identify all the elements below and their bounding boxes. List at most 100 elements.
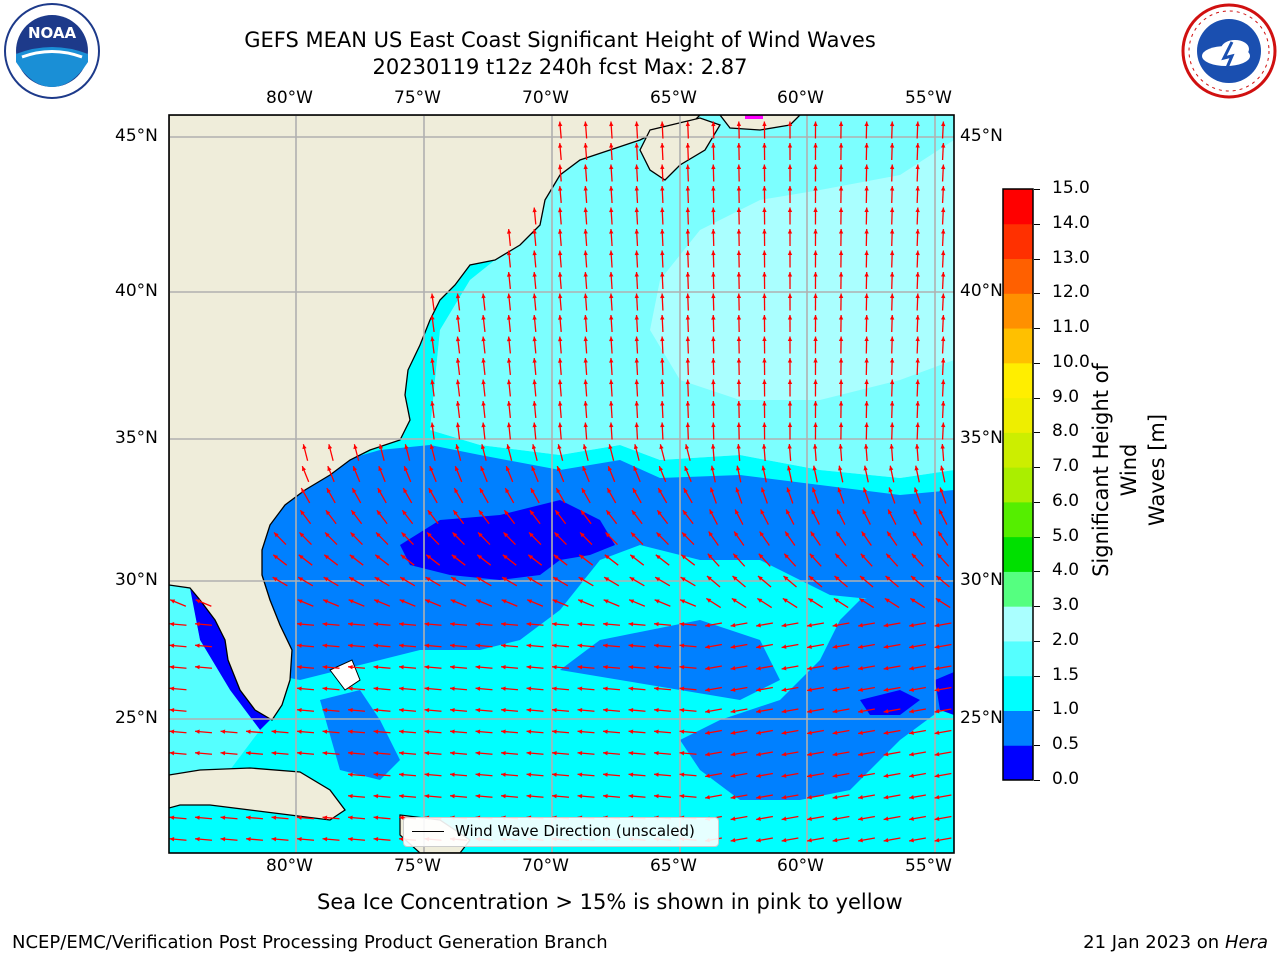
colorbar-block	[1003, 223, 1033, 260]
wind-arrow-head	[631, 510, 637, 516]
wind-arrow-head	[424, 750, 430, 756]
wind-arrow-head	[480, 444, 486, 450]
colorbar-tick-label: 0.0	[1052, 769, 1080, 789]
wind-arrow-head	[864, 293, 869, 299]
wind-arrow-head	[730, 773, 736, 778]
wind-arrow-head	[889, 444, 894, 449]
wind-arrow-head	[532, 422, 537, 428]
wind-arrow-head	[322, 686, 328, 691]
wind-arrow-head	[479, 488, 484, 494]
wind-arrow-head	[271, 750, 277, 756]
wind-arrow-head	[481, 315, 486, 320]
wind-arrow-head	[736, 272, 742, 277]
wind-arrow-head	[883, 730, 889, 735]
footer-date: 21 Jan 2023 on Hera	[1083, 932, 1268, 953]
colorbar-tick-mark	[1034, 397, 1040, 399]
wind-arrow-head	[657, 510, 662, 516]
wind-arrow-head	[762, 315, 767, 320]
wind-arrow-head	[781, 709, 787, 714]
wind-arrow-head	[787, 186, 793, 191]
wind-arrow-head	[325, 532, 330, 538]
wind-arrow-head	[583, 422, 588, 428]
wind-arrow-head	[859, 598, 865, 603]
wind-arrow-head	[807, 773, 812, 778]
wind-arrow-head	[813, 121, 818, 127]
wind-arrow-head	[634, 121, 639, 127]
wind-arrow-head	[552, 729, 557, 734]
wind-arrow-head	[711, 121, 716, 127]
wind-arrow-head	[502, 577, 508, 582]
wind-arrow-head	[324, 554, 330, 560]
wind-arrow-head	[781, 838, 787, 843]
wind-arrow-head	[756, 752, 761, 757]
wind-arrow-head	[733, 553, 738, 559]
wind-arrow-head	[711, 336, 716, 342]
wind-arrow-head	[526, 772, 532, 777]
wind-arrow-head	[807, 752, 812, 757]
nws-logo-icon	[1180, 2, 1278, 100]
wind-arrow-head	[501, 664, 506, 670]
wind-arrow-head	[889, 358, 895, 363]
wind-arrow-head	[352, 466, 358, 472]
wind-arrow-head	[506, 229, 512, 234]
colorbar-tick-label: 12.0	[1052, 282, 1090, 303]
wind-arrow-head	[658, 466, 664, 472]
wind-arrow-head	[934, 644, 940, 649]
wind-arrow-head	[373, 643, 379, 648]
wind-arrow-head	[506, 422, 512, 428]
wind-arrow-head	[501, 686, 506, 691]
wind-arrow-head	[428, 488, 433, 494]
colorbar-tick-label: 2.0	[1052, 629, 1080, 650]
wind-arrow-head	[583, 186, 588, 191]
wind-arrow-head	[756, 730, 761, 735]
wind-arrow-head	[628, 793, 634, 799]
wind-arrow-head	[781, 730, 787, 735]
wind-arrow-head	[480, 466, 485, 472]
wind-arrow-head	[730, 730, 736, 735]
wind-arrow-head	[220, 836, 226, 842]
wind-arrow-head	[532, 358, 537, 363]
wind-arrow-head	[659, 444, 664, 450]
wind-arrow-head	[271, 815, 277, 820]
wind-arrow-head	[603, 707, 608, 713]
colorbar-block	[1003, 467, 1033, 503]
colorbar-tick-label: 4.0	[1052, 560, 1080, 581]
wind-arrow-head	[711, 143, 716, 148]
wind-arrow-head	[807, 687, 812, 692]
wind-arrow-head	[634, 401, 639, 406]
wind-arrow-head	[195, 643, 200, 648]
wind-arrow-head	[934, 838, 940, 843]
wind-arrow-head	[481, 422, 486, 428]
wind-arrow-head	[838, 164, 844, 170]
wind-arrow-head	[915, 121, 920, 127]
wind-arrow-head	[531, 444, 537, 450]
wind-arrow-head	[169, 729, 175, 734]
wind-arrow-head	[583, 272, 588, 277]
wind-arrow-head	[476, 599, 482, 604]
wind-arrow-head	[607, 488, 612, 494]
wind-arrow-head	[399, 836, 404, 842]
colorbar-tick-label: 8.0	[1052, 421, 1080, 442]
wind-arrow-head	[527, 577, 533, 582]
wind-arrow-head	[660, 422, 665, 428]
wind-arrow-head	[941, 358, 946, 363]
wind-arrow-head	[552, 750, 557, 756]
wind-arrow-head	[731, 598, 737, 603]
wind-arrow-head	[455, 401, 461, 406]
wind-arrow-head	[475, 772, 481, 777]
wind-arrow-head	[427, 532, 432, 538]
wind-arrow-head	[909, 709, 914, 714]
colorbar-tick-label: 15.0	[1052, 178, 1090, 198]
wind-arrow-head	[297, 621, 302, 627]
wind-arrow-head	[838, 379, 844, 385]
wind-arrow-head	[807, 709, 812, 714]
colorbar-block	[1003, 501, 1033, 538]
colorbar-tick-label: 6.0	[1052, 490, 1080, 511]
wind-arrow-head	[603, 621, 608, 627]
wind-arrow-head	[609, 315, 614, 320]
wind-arrow-head	[430, 315, 435, 320]
wind-arrow-head	[707, 553, 713, 559]
colorbar-tick-mark	[1034, 571, 1040, 573]
wind-arrow-head	[711, 186, 716, 191]
wind-arrow-head	[477, 554, 483, 560]
